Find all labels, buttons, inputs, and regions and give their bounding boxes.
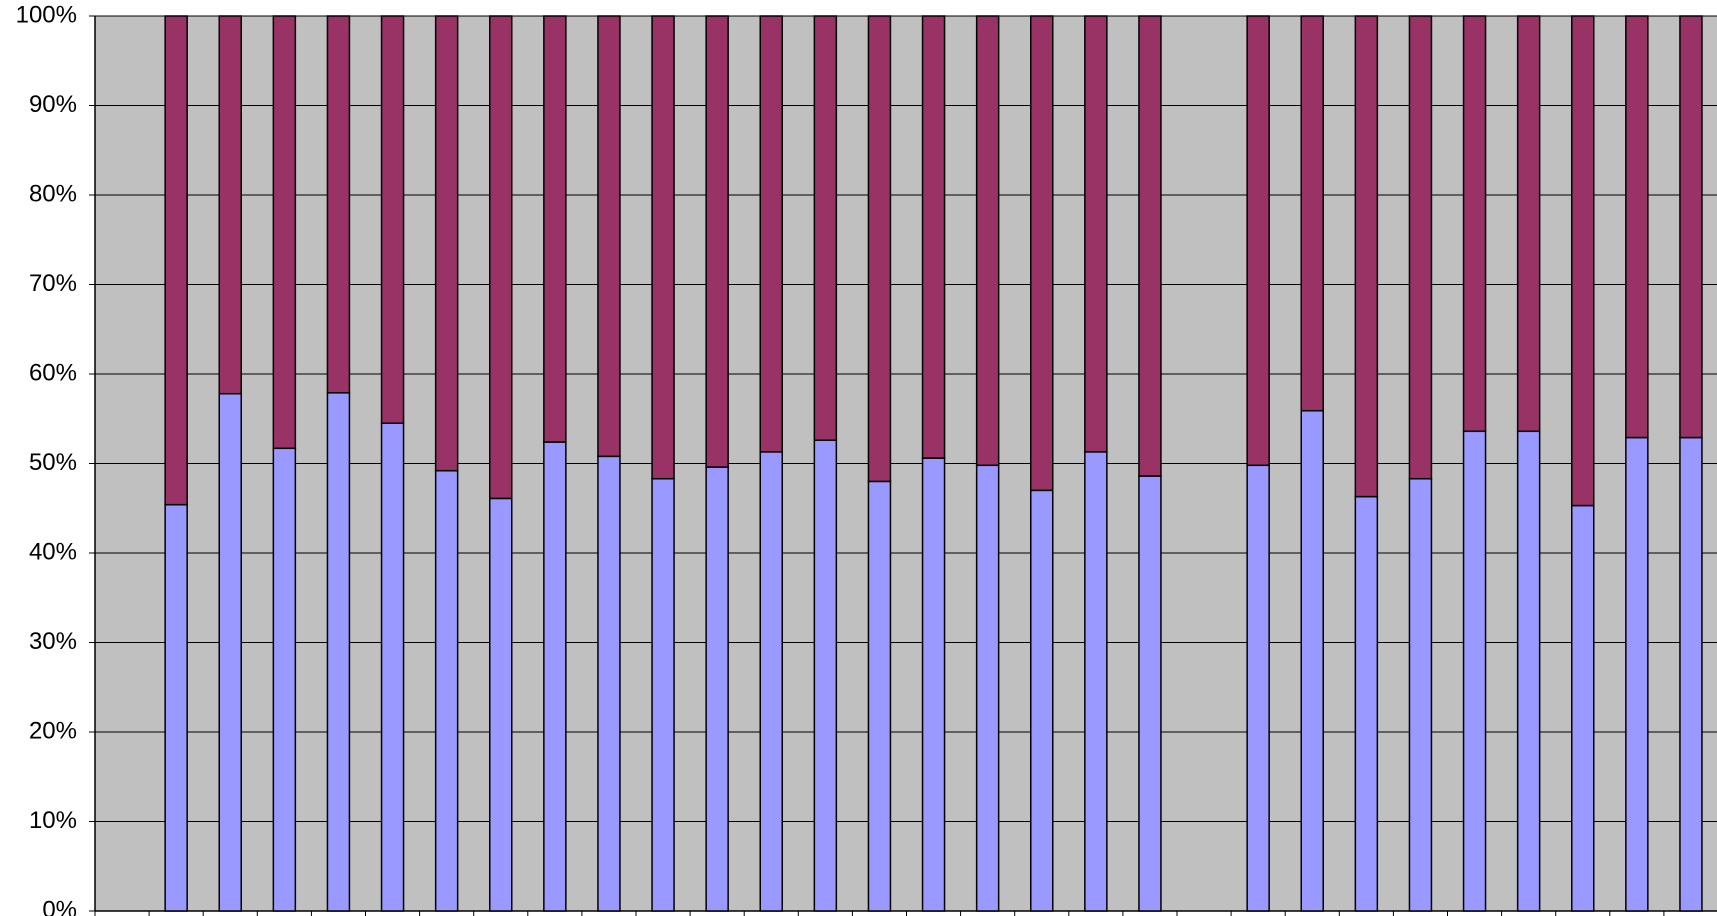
bar-segment: [326, 392, 351, 912]
bar-segment: [597, 455, 621, 912]
y-tick-label: 50%: [29, 449, 77, 476]
bar-segment: [272, 447, 297, 912]
bar-segment: [272, 15, 297, 450]
y-tick-label: 70%: [29, 270, 77, 297]
bar-segment: [1516, 430, 1541, 912]
y-tick-label: 0%: [42, 896, 77, 916]
y-tick-label: 90%: [29, 91, 77, 118]
bar-segment: [705, 466, 729, 912]
bar-segment: [1138, 15, 1162, 477]
y-tick-label: 10%: [29, 807, 77, 834]
bar-segment: [434, 469, 459, 912]
bar-segment: [380, 15, 405, 424]
bar-segment: [1246, 15, 1270, 467]
y-tick-label: 40%: [29, 538, 77, 565]
y-tick-label: 100%: [16, 1, 77, 28]
bar-segment: [489, 497, 513, 912]
y-tick-label: 30%: [29, 628, 77, 655]
y-tick-label: 20%: [29, 717, 77, 744]
bar-segment: [1679, 436, 1703, 912]
bar-segment: [813, 439, 838, 912]
bar-segment: [1408, 15, 1433, 480]
bar-segment: [921, 457, 946, 912]
bar-segment: [1030, 15, 1054, 492]
bar-segment: [489, 15, 513, 500]
bar-segment: [705, 15, 729, 468]
bar-segment: [975, 15, 1000, 467]
bar-segment: [921, 15, 946, 459]
bar-segment: [543, 441, 567, 912]
bar-segment: [1571, 15, 1595, 507]
bar-segment: [1462, 15, 1487, 433]
bar-segment: [164, 503, 188, 912]
bar-segment: [1300, 409, 1324, 912]
bar-segment: [218, 15, 242, 395]
bar-segment: [651, 15, 675, 480]
bar-segment: [1246, 464, 1270, 912]
bar-segment: [1516, 15, 1541, 433]
bar-segment: [867, 15, 892, 483]
bar-segment: [813, 15, 838, 441]
bar-segment: [1138, 475, 1162, 912]
bar-segment: [1354, 495, 1379, 912]
bar-segment: [218, 392, 242, 912]
bar-segment: [597, 15, 621, 458]
bar-segment: [1084, 15, 1108, 453]
bar-segment: [867, 480, 892, 912]
bar-segment: [164, 15, 188, 506]
bar-segment: [326, 15, 351, 394]
bar-segment: [1084, 451, 1108, 912]
bar-segment: [543, 15, 567, 443]
bar-segment: [1030, 489, 1054, 912]
bar-segment: [1679, 15, 1703, 439]
bar-segment: [1462, 430, 1487, 912]
bar-segment: [759, 451, 783, 912]
bar-segment: [1300, 15, 1324, 412]
y-tick-label: 80%: [29, 180, 77, 207]
bar-segment: [759, 15, 783, 453]
bar-segment: [651, 477, 675, 912]
bar-segment: [1354, 15, 1379, 498]
bar-segment: [380, 422, 405, 912]
y-tick-label: 60%: [29, 359, 77, 386]
bar-segment: [1571, 504, 1595, 912]
bar-segment: [434, 15, 459, 472]
bar-segment: [975, 464, 1000, 912]
bar-segment: [1625, 15, 1649, 439]
bar-segment: [1408, 477, 1433, 912]
bar-segment: [1625, 436, 1649, 912]
